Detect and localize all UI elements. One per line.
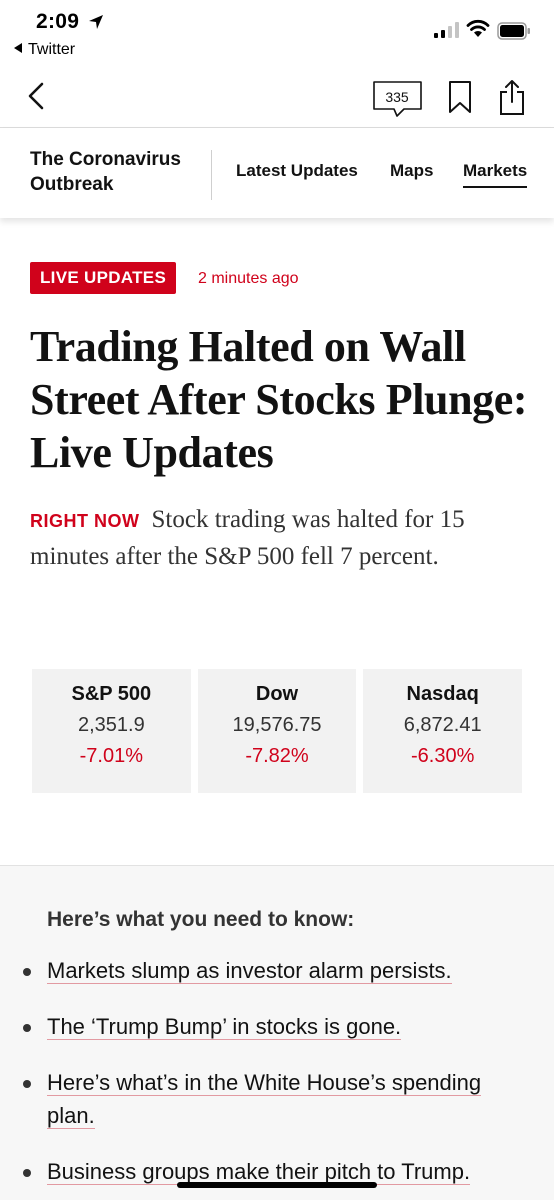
need-to-know-link[interactable]: Business groups make their pitch to Trum… xyxy=(47,1159,471,1185)
nav-link-latest-updates[interactable]: Latest Updates xyxy=(236,161,358,180)
market-change: -7.82% xyxy=(245,745,309,767)
article-timestamp: 2 minutes ago xyxy=(198,270,299,287)
market-value: 6,872.41 xyxy=(403,714,482,736)
list-item: Business groups make their pitch to Trum… xyxy=(20,1155,530,1188)
bullet-icon xyxy=(23,1024,31,1032)
bullet-icon xyxy=(23,1080,31,1088)
list-item: The ‘Trump Bump’ in stocks is gone. xyxy=(20,1010,530,1043)
market-value: 2,351.9 xyxy=(77,714,145,736)
need-to-know-list: Markets slump as investor alarm persists… xyxy=(20,954,530,1200)
article-toolbar: 335 xyxy=(0,66,554,128)
nav-divider xyxy=(211,150,212,200)
market-tiles: S&P 500 2,351.9 -7.01% Dow 19,576.75 -7.… xyxy=(32,669,523,793)
need-to-know-link[interactable]: Markets slump as investor alarm persists… xyxy=(47,958,452,984)
summary-text: Stock trading was halted for 15 minutes … xyxy=(30,506,465,570)
share-icon[interactable] xyxy=(498,78,526,116)
cellular-signal-icon xyxy=(434,22,459,38)
bullet-icon xyxy=(23,968,31,976)
back-to-app-link[interactable]: Twitter xyxy=(14,41,75,59)
market-name: S&P 500 xyxy=(71,683,152,705)
market-name: Nasdaq xyxy=(406,683,479,705)
market-value: 19,576.75 xyxy=(232,714,322,736)
nav-link-maps[interactable]: Maps xyxy=(390,161,434,180)
list-item: Here’s what’s in the White House’s spend… xyxy=(20,1066,530,1132)
market-change: -6.30% xyxy=(410,745,475,767)
back-triangle-icon xyxy=(14,43,22,53)
list-item: Markets slump as investor alarm persists… xyxy=(20,954,530,987)
need-to-know-box: Here’s what you need to know: Markets sl… xyxy=(0,865,554,1200)
bullet-icon xyxy=(23,1169,31,1177)
market-name: Dow xyxy=(255,683,299,705)
live-updates-badge: LIVE UPDATES xyxy=(30,262,177,294)
comment-bubble-icon xyxy=(373,81,422,117)
battery-icon xyxy=(497,22,530,40)
chevron-left-icon[interactable] xyxy=(22,76,52,116)
section-title[interactable]: The Coronavirus Outbreak xyxy=(30,149,181,195)
nav-link-markets[interactable]: Markets xyxy=(463,161,528,188)
section-nav: The Coronavirus Outbreak Latest Updates … xyxy=(0,128,554,218)
wifi-icon xyxy=(466,19,490,37)
home-indicator[interactable] xyxy=(177,1182,377,1188)
comments-count: 335 xyxy=(385,89,409,105)
bookmark-icon[interactable] xyxy=(448,80,472,114)
market-tile-dow[interactable]: Dow 19,576.75 -7.82% xyxy=(197,669,357,793)
location-arrow-icon xyxy=(89,15,103,29)
market-tile-nasdaq[interactable]: Nasdaq 6,872.41 -6.30% xyxy=(363,669,523,793)
article-headline: Trading Halted on Wall Street After Stoc… xyxy=(30,322,528,477)
comments-button[interactable]: 335 xyxy=(372,80,424,120)
need-to-know-title: Here’s what you need to know: xyxy=(47,908,355,931)
status-time: 2:09 xyxy=(36,10,80,33)
back-app-label: Twitter xyxy=(28,41,76,58)
status-bar: 2:09 Twitter xyxy=(0,0,554,66)
need-to-know-link[interactable]: The ‘Trump Bump’ in stocks is gone. xyxy=(47,1014,402,1040)
need-to-know-link[interactable]: Here’s what’s in the White House’s spend… xyxy=(47,1070,482,1129)
market-tile-sp500[interactable]: S&P 500 2,351.9 -7.01% xyxy=(32,669,191,793)
article-summary: RIGHT NOW Stock trading was halted for 15… xyxy=(30,502,524,574)
right-now-label: RIGHT NOW xyxy=(30,511,140,531)
market-change: -7.01% xyxy=(79,745,144,767)
